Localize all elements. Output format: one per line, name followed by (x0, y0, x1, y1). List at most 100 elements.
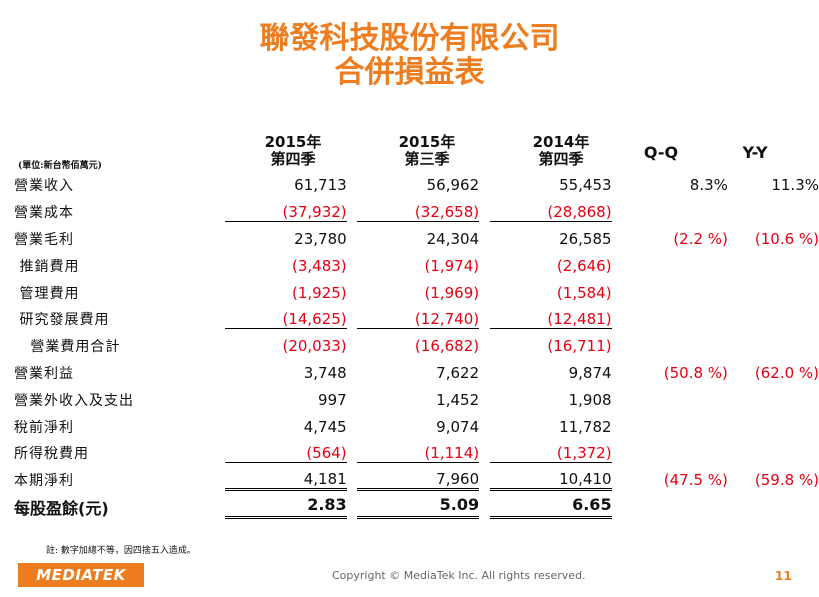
row-label: 營業成本 (14, 205, 74, 222)
cell-yy: (59.8 %) (754, 471, 819, 490)
cell-2015q3-value: (1,974) (424, 256, 480, 275)
cell-2014q4-value: 9,874 (568, 363, 612, 382)
table-row: 營業費用合計 (20,033) (16,682) (16,711) (14, 333, 819, 360)
page-number: 11 (775, 569, 792, 583)
row-label: 稅前淨利 (14, 419, 74, 436)
cell-yy (728, 386, 819, 413)
cell-2015q3: 7,622 (347, 360, 479, 387)
cell-2014q4-value: (2,646) (556, 256, 612, 275)
row-label: 營業外收入及支出 (14, 392, 134, 409)
period-year: 2014年 (532, 133, 590, 151)
table-row: 營業毛利 23,780 24,304 26,585 (2.2 %) (10.6 %) (14, 226, 819, 253)
cell-qq (612, 199, 728, 226)
row-label: 營業毛利 (14, 231, 74, 248)
cell-2015q4-value: 61,713 (294, 176, 347, 195)
table-row: 管理費用 (1,925) (1,969) (1,584) (14, 279, 819, 306)
cell-2015q3: (12,740) (347, 306, 480, 333)
eps-cell: 2.83 (214, 494, 347, 521)
table-row: 稅前淨利 4,745 9,074 11,782 (14, 413, 819, 440)
cell-yy (728, 440, 819, 467)
cell-2015q3-value: (1,969) (424, 283, 480, 302)
cell-qq: (2.2 %) (673, 229, 728, 248)
cell-2015q4-value: 997 (318, 390, 347, 409)
report-title-statement: 合併損益表 (334, 55, 485, 90)
cell-2014q4: 55,453 (479, 172, 612, 199)
cell-2015q3: (16,682) (347, 333, 479, 360)
report-title-company: 聯發科技股份有限公司 (259, 21, 560, 56)
row-label: 管理費用 (14, 285, 80, 302)
cell-2015q4-value: (564) (224, 444, 347, 463)
cell-2015q3: (1,969) (347, 279, 479, 306)
cell-2015q3-value: 56,962 (426, 176, 480, 195)
cell-2014q4-value: (16,711) (547, 337, 612, 356)
cell-2015q4: 997 (214, 386, 347, 413)
row-label: 所得稅費用 (14, 446, 89, 463)
cell-2015q4-value: 23,780 (294, 229, 347, 248)
table-row: 本期淨利 4,181 7,960 10,410 (47.5 %) (59.8 %) (14, 467, 819, 494)
cell-qq: 8.3% (689, 176, 728, 195)
cell-yy (728, 199, 819, 226)
cell-2014q4: (28,868) (479, 199, 612, 226)
cell-2015q4-value: 4,745 (303, 417, 347, 436)
table-row: 營業收入 61,713 56,962 55,453 8.3% 11.3% (14, 172, 819, 199)
cell-2014q4-value: (28,868) (489, 203, 612, 222)
table-row: 所得稅費用 (564) (1,114) (1,372) (14, 440, 819, 467)
cell-2015q3-value: (32,658) (357, 203, 480, 222)
cell-2015q4-value: (37,932) (224, 203, 347, 222)
cell-2015q4: 4,745 (214, 413, 347, 440)
yy-header: Y-Y (742, 143, 768, 162)
cell-2014q4-value: 1,908 (568, 390, 612, 409)
cell-2015q3: 7,960 (347, 467, 480, 494)
cell-2015q3: 56,962 (347, 172, 480, 199)
cell-2014q4: (12,481) (479, 306, 612, 333)
cell-2014q4-value: 11,782 (559, 417, 612, 436)
table-row: 營業利益 3,748 7,622 9,874 (50.8 %) (62.0 %) (14, 360, 819, 387)
cell-2015q4: (564) (214, 440, 347, 467)
eps-value: 6.65 (489, 495, 612, 519)
copyright-text: Copyright © MediaTek Inc. All rights res… (332, 569, 586, 582)
cell-2014q4: 1,908 (479, 386, 612, 413)
eps-cell: 5.09 (347, 494, 480, 521)
cell-2015q4-value: (14,625) (224, 310, 347, 329)
cell-2015q4: (14,625) (214, 306, 347, 333)
cell-2015q3: (1,114) (347, 440, 480, 467)
period-quarter: 第四季 (270, 150, 316, 168)
eps-value: 2.83 (224, 495, 347, 519)
cell-2015q4-value: 3,748 (303, 363, 347, 382)
table-row: 研究發展費用 (14,625) (12,740) (12,481) (14, 306, 819, 333)
qq-header: Q-Q (643, 143, 679, 162)
period-header-1: 2015年 第四季 (243, 134, 343, 168)
cell-qq (612, 440, 728, 467)
eps-row: 每股盈餘(元) 2.83 5.09 6.65 (14, 494, 819, 521)
cell-2015q3-value: (12,740) (357, 310, 480, 329)
cell-2015q4-value: (20,033) (282, 337, 347, 356)
cell-2015q3: 9,074 (347, 413, 479, 440)
cell-2014q4: (16,711) (479, 333, 611, 360)
cell-yy (728, 252, 819, 279)
cell-2015q4: 61,713 (214, 172, 347, 199)
cell-2014q4: (2,646) (479, 252, 612, 279)
eps-empty (612, 494, 728, 521)
cell-2015q3-value: 1,452 (436, 390, 480, 409)
cell-qq (612, 279, 728, 306)
cell-2015q4: (1,925) (214, 279, 347, 306)
eps-cell: 6.65 (479, 494, 612, 521)
cell-2015q3-value: (16,682) (414, 337, 480, 356)
cell-yy (728, 306, 819, 333)
eps-empty (728, 494, 819, 521)
cell-2014q4: (1,372) (479, 440, 612, 467)
table-row: 推銷費用 (3,483) (1,974) (2,646) (14, 252, 819, 279)
cell-2014q4: 9,874 (479, 360, 612, 387)
cell-qq: (50.8 %) (663, 363, 728, 382)
period-year: 2015年 (398, 133, 456, 151)
cell-2014q4: 26,585 (479, 226, 612, 253)
cell-2015q3-value: 9,074 (436, 417, 480, 436)
row-label: 本期淨利 (14, 473, 74, 490)
cell-yy: 11.3% (771, 176, 819, 195)
cell-2015q3-value: 7,960 (357, 470, 480, 491)
cell-qq (612, 386, 728, 413)
cell-2015q3-value: 7,622 (436, 363, 480, 382)
cell-2015q4: (37,932) (214, 199, 347, 226)
cell-2014q4: 10,410 (479, 467, 612, 494)
cell-2014q4-value: (1,372) (489, 444, 612, 463)
